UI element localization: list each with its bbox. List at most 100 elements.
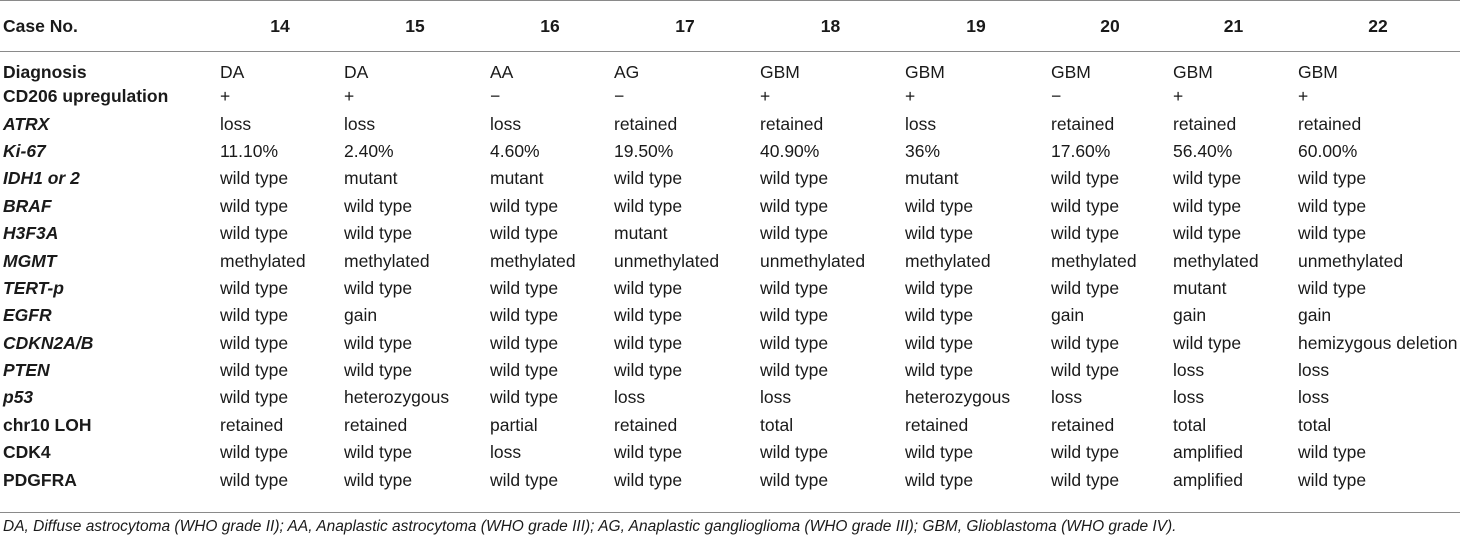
table-cell: wild type [220, 387, 289, 408]
row-label: Diagnosis [3, 62, 87, 82]
table-cell: wild type [344, 277, 413, 298]
table-row: PTEN wild type wild type wild type wild type… [0, 357, 1460, 384]
table-cell: + [220, 86, 231, 107]
table-row: CDKN2A/B wild type wild type wild type wild … [0, 330, 1460, 357]
table-cell: 4.60% [490, 140, 540, 161]
table-cell: wild type [1173, 223, 1242, 244]
table-cell: total [1173, 414, 1207, 435]
table-cell: wild type [220, 469, 289, 490]
table-cell: retained [344, 414, 408, 435]
table-cell: wild type [760, 305, 829, 326]
table-cell: wild type [490, 277, 559, 298]
table-cell: GBM [760, 62, 800, 82]
row-label: PDGFRA [3, 469, 77, 490]
row-label: EGFR [3, 305, 52, 326]
table-cell: GBM [905, 62, 945, 82]
table-cell: heterozygous [344, 387, 450, 408]
header-row: Case No. 14 15 16 17 18 19 20 21 22 [0, 0, 1460, 52]
table-cell: + [905, 86, 916, 107]
header-cell: 21 [1171, 0, 1296, 52]
table-cell: wild type [614, 360, 683, 381]
table-cell: mutant [1173, 277, 1227, 298]
table-row: H3F3A wild type wild type wild type mutant wi… [0, 220, 1460, 247]
table-cell: loss [490, 113, 522, 134]
table-cell: wild type [220, 168, 289, 189]
table-cell: wild type [1298, 277, 1367, 298]
table-row: BRAF wild type wild type wild type wild type… [0, 193, 1460, 220]
table-cell: GBM [1173, 62, 1213, 82]
header-cell: Case No. [0, 0, 218, 52]
header-cell: 19 [903, 0, 1049, 52]
table-cell: 40.90% [760, 140, 820, 161]
row-label: BRAF [3, 195, 52, 216]
table-cell: + [760, 86, 771, 107]
table-cell: partial [490, 414, 538, 435]
table-cell: AA [490, 62, 514, 82]
table-cell: GBM [1051, 62, 1091, 82]
row-label: TERT-p [3, 277, 64, 298]
table-cell: DA [220, 62, 245, 82]
table-cell: wild type [1051, 277, 1120, 298]
table-cell: retained [614, 414, 678, 435]
table-cell: 36% [905, 140, 941, 161]
case-table: Case No. 14 15 16 17 18 19 20 21 22 Diag… [0, 0, 1460, 494]
header-cell: 17 [612, 0, 758, 52]
row-label: CDK4 [3, 442, 51, 463]
table-cell: gain [1173, 305, 1207, 326]
table-cell: wild type [1173, 332, 1242, 353]
row-label: CD206 upregulation [3, 86, 169, 107]
table-cell: loss [905, 113, 937, 134]
table-cell: wild type [490, 223, 559, 244]
header-cell: 15 [342, 0, 488, 52]
table-cell: loss [1173, 387, 1205, 408]
table-cell: methylated [490, 250, 576, 271]
table-row: EGFR wild type gain wild type wild type wild … [0, 302, 1460, 329]
table-cell: loss [1173, 360, 1205, 381]
table-cell: loss [614, 387, 646, 408]
table-cell: wild type [905, 223, 974, 244]
table-cell: 17.60% [1051, 140, 1111, 161]
table-body: Diagnosis DA DA AA AG GBM GBM GBM GBM GBM CD206 up… [0, 52, 1460, 494]
table-cell: retained [1051, 414, 1115, 435]
row-label: MGMT [3, 250, 57, 271]
table-cell: wild type [905, 195, 974, 216]
row-label: H3F3A [3, 223, 59, 244]
row-label: Ki-67 [3, 140, 46, 161]
table-cell: wild type [760, 195, 829, 216]
table-cell: wild type [490, 332, 559, 353]
table-cell: methylated [1051, 250, 1137, 271]
table-cell: retained [1298, 113, 1362, 134]
table-cell: wild type [490, 305, 559, 326]
table-cell: AG [614, 62, 640, 82]
table-cell: mutant [490, 168, 544, 189]
table-cell: wild type [1051, 360, 1120, 381]
table-cell: wild type [1298, 168, 1367, 189]
table-cell: wild type [905, 360, 974, 381]
table-cell: wild type [344, 442, 413, 463]
table-cell: 56.40% [1173, 140, 1233, 161]
table-cell: loss [220, 113, 252, 134]
table-cell: heterozygous [905, 387, 1011, 408]
table-cell: wild type [220, 360, 289, 381]
table-cell: − [490, 86, 501, 107]
table-cell: wild type [490, 195, 559, 216]
table-cell: wild type [905, 277, 974, 298]
table-cell: gain [1298, 305, 1332, 326]
table-cell: gain [344, 305, 378, 326]
header-cell: 14 [218, 0, 342, 52]
header-cell: 16 [488, 0, 612, 52]
table-cell: mutant [905, 168, 959, 189]
table-cell: total [760, 414, 794, 435]
table-cell: retained [1173, 113, 1237, 134]
table-cell: wild type [344, 195, 413, 216]
table-cell: amplified [1173, 442, 1244, 463]
table-cell: wild type [490, 360, 559, 381]
table-cell: gain [1051, 305, 1085, 326]
table-cell: unmethylated [760, 250, 866, 271]
table-row: TERT-p wild type wild type wild type wild ty… [0, 275, 1460, 302]
table-cell: wild type [344, 360, 413, 381]
table-cell: loss [760, 387, 792, 408]
table-cell: 2.40% [344, 140, 394, 161]
table-cell: loss [344, 113, 376, 134]
